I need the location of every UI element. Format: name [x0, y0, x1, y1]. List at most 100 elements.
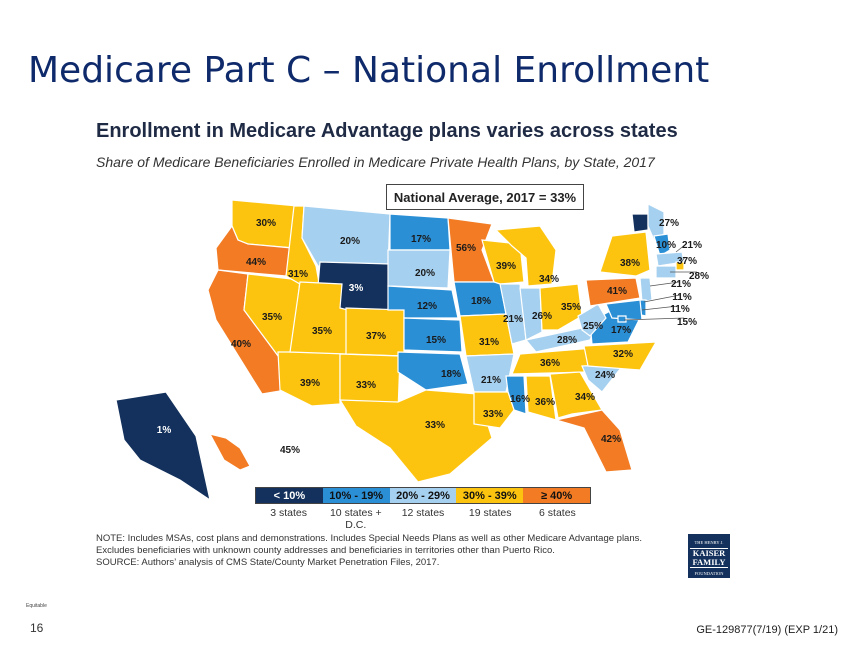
state-value-label: 21% [671, 279, 691, 290]
state-shape [338, 389, 493, 483]
footer-brand: Equitable [26, 603, 47, 609]
state-value-label: 36% [535, 397, 555, 408]
state-value-label: 44% [246, 257, 266, 268]
legend-swatch: 30% - 39% [456, 488, 524, 503]
state-shape [539, 283, 583, 331]
kff-logo: THE HENRY J. KAISER FAMILY FOUNDATION [688, 534, 730, 578]
state-value-label: 25% [583, 321, 603, 332]
state-value-label: 3% [349, 283, 364, 294]
state-shape [555, 409, 633, 473]
legend-count: 3 states [270, 507, 307, 519]
state-shape [387, 249, 451, 289]
state-value-label: 34% [575, 392, 595, 403]
state-value-label: 34% [539, 274, 559, 285]
legend-swatch: 10% - 19% [322, 488, 390, 503]
state-value-label: 30% [256, 218, 276, 229]
state-value-label: 16% [510, 394, 530, 405]
state-shape [403, 317, 463, 353]
state-value-label: 39% [300, 378, 320, 389]
label-leader-line [623, 317, 685, 321]
note-line: SOURCE: Authors’ analysis of CMS State/C… [96, 557, 440, 568]
state-value-label: 28% [689, 271, 709, 282]
state-value-label: 18% [471, 296, 491, 307]
label-leader-line [649, 281, 680, 287]
page-number: 16 [30, 621, 44, 635]
state-value-label: 21% [503, 314, 523, 325]
state-value-label: 31% [479, 337, 499, 348]
state-shape [397, 351, 469, 391]
state-value-label: 35% [561, 302, 581, 313]
state-shape [639, 277, 653, 303]
legend-count: 6 states [539, 507, 576, 519]
legend-count: 12 states [401, 507, 445, 519]
footer-code: GE-129877(7/19) (EXP 1/21) [696, 624, 838, 636]
state-value-label: 15% [677, 317, 697, 328]
legend-count: 19 states [468, 507, 512, 519]
state-value-label: 11% [670, 304, 690, 315]
label-leader-line [641, 305, 679, 311]
state-value-label: 31% [288, 269, 308, 280]
state-value-label: 21% [481, 375, 501, 386]
state-shape [447, 217, 495, 283]
state-shape [499, 283, 527, 345]
state-value-label: 12% [417, 301, 437, 312]
state-value-label: 21% [682, 240, 702, 251]
state-value-label: 15% [426, 335, 446, 346]
state-value-label: 33% [356, 380, 376, 391]
state-shape [505, 375, 527, 415]
state-shape [494, 225, 557, 287]
state-value-label: 27% [659, 218, 679, 229]
legend-count: 10 states + D.C. [329, 507, 382, 531]
legend-swatch: < 10% [256, 488, 323, 503]
legend-swatch: 20% - 29% [389, 488, 457, 503]
legend: < 10% 10% - 19% 20% - 29% 30% - 39% ≥ 40% 3 … [255, 487, 591, 531]
label-leader-line [643, 294, 681, 303]
label-leader-line [679, 256, 686, 265]
state-value-label: 28% [557, 335, 577, 346]
state-value-label: 32% [613, 349, 633, 360]
state-value-label: 37% [677, 256, 697, 267]
state-value-label: 20% [415, 268, 435, 279]
state-shape [473, 391, 515, 429]
slide-title: Medicare Part C – National Enrollment [28, 50, 710, 91]
national-average-box: National Average, 2017 = 33% [386, 184, 584, 210]
source-notes: NOTE: Includes MSAs, cost plans and demo… [96, 533, 686, 569]
state-value-label: 45% [280, 445, 300, 456]
state-value-label: 11% [672, 292, 692, 303]
state-value-label: 38% [620, 258, 640, 269]
state-shape [653, 233, 671, 257]
label-leader-line [675, 243, 687, 253]
state-value-label: 8% [619, 215, 634, 226]
state-shape [208, 433, 251, 471]
state-value-label: 17% [411, 234, 431, 245]
state-shape [549, 371, 603, 419]
state-value-label: 56% [456, 243, 476, 254]
state-value-label: 17% [611, 325, 631, 336]
state-shape [585, 277, 641, 307]
state-shape [599, 231, 651, 277]
note-line: NOTE: Includes MSAs, cost plans and demo… [96, 533, 643, 544]
state-value-label: 35% [262, 312, 282, 323]
state-shape [115, 391, 211, 502]
state-value-label: 41% [607, 286, 627, 297]
state-shape [289, 281, 349, 355]
state-value-label: 37% [366, 331, 386, 342]
state-shape [605, 299, 643, 321]
state-shape [655, 265, 677, 279]
state-shape [519, 287, 543, 341]
legend-swatch: ≥ 40% [523, 488, 590, 503]
state-value-label: 26% [532, 311, 552, 322]
state-value-label: 20% [340, 236, 360, 247]
state-shape [617, 315, 627, 323]
state-value-label: 10% [656, 240, 676, 251]
state-value-label: 33% [425, 420, 445, 431]
state-value-label: 39% [496, 261, 516, 272]
state-value-label: 18% [441, 369, 461, 380]
state-value-label: 33% [483, 409, 503, 420]
state-shape [583, 341, 658, 371]
note-line: Excludes beneficiaries with unknown coun… [96, 545, 555, 556]
state-value-label: 1% [157, 425, 172, 436]
state-value-label: 36% [540, 358, 560, 369]
state-shape [631, 213, 649, 233]
